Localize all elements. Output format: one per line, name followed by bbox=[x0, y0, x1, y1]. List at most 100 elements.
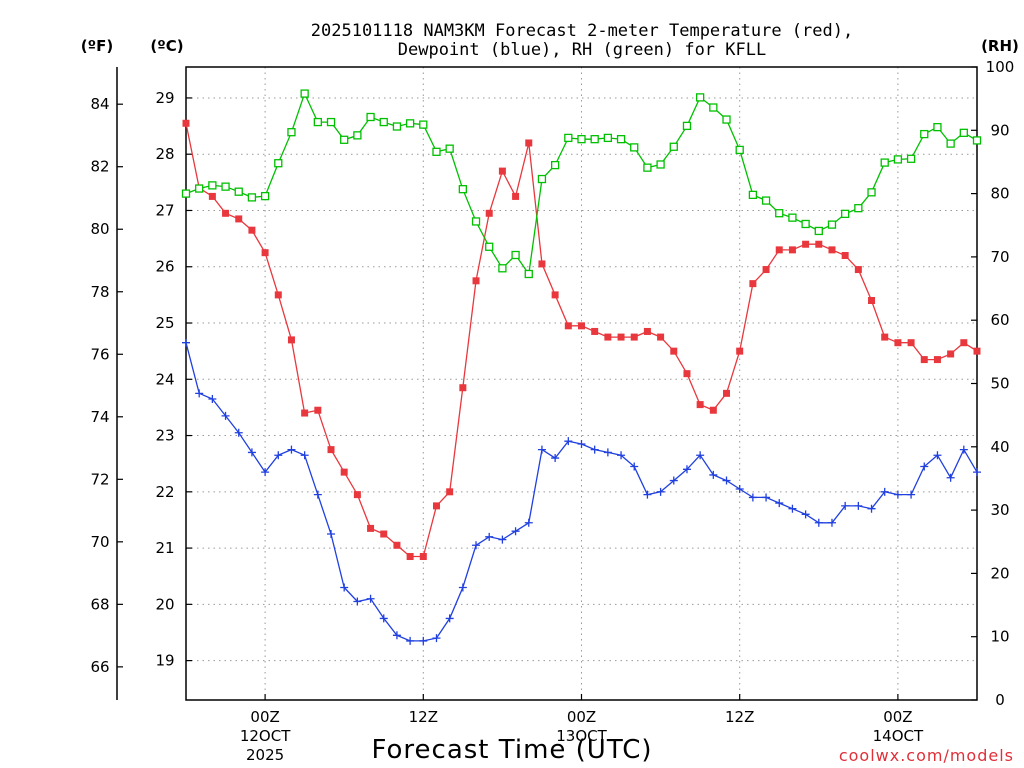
rh-point bbox=[221, 182, 230, 191]
temperature-point bbox=[894, 339, 902, 347]
fahrenheit-tick-label: 78 bbox=[90, 283, 109, 301]
temperature-point bbox=[868, 297, 876, 305]
rh-point bbox=[405, 119, 415, 128]
dewpoint-point bbox=[630, 462, 639, 471]
dewpoint-point bbox=[603, 448, 612, 457]
dewpoint-point bbox=[511, 527, 520, 536]
celsius-tick-label: 24 bbox=[155, 370, 174, 388]
rh-point bbox=[709, 103, 718, 112]
temperature-point bbox=[248, 226, 256, 234]
date-tick-label: 14OCT bbox=[873, 727, 924, 745]
rh-point bbox=[603, 133, 613, 143]
rh-point bbox=[735, 145, 744, 155]
dewpoint-point bbox=[419, 636, 428, 645]
rh-point bbox=[696, 93, 705, 102]
dewpoint-point bbox=[379, 614, 388, 623]
rh-point bbox=[274, 159, 283, 168]
temperature-point bbox=[274, 291, 282, 299]
temperature-point bbox=[182, 119, 190, 127]
dewpoint-point bbox=[208, 394, 217, 403]
rh-tick-label: 50 bbox=[990, 375, 1009, 393]
chart-title-line-2: Dewpoint (blue), RH (green) for KFLL bbox=[398, 40, 766, 60]
temperature-point bbox=[670, 347, 678, 355]
celsius-tick-label: 26 bbox=[155, 258, 174, 276]
temperature-point bbox=[222, 209, 230, 217]
temperature-point bbox=[261, 249, 269, 257]
dewpoint-point bbox=[946, 473, 955, 482]
rh-point bbox=[511, 250, 520, 260]
rh-point bbox=[458, 185, 468, 194]
rh-point bbox=[616, 135, 626, 144]
temperature-point bbox=[551, 291, 559, 299]
dewpoint-point bbox=[709, 470, 718, 479]
rh-tick-label: 90 bbox=[990, 121, 1009, 139]
rh-point bbox=[313, 117, 322, 127]
celsius-tick-label: 19 bbox=[155, 652, 174, 670]
dewpoint-point bbox=[748, 493, 757, 502]
dewpoint-point bbox=[195, 389, 204, 398]
fahrenheit-tick-label: 70 bbox=[90, 533, 109, 551]
dewpoint-point bbox=[814, 518, 823, 527]
rh-point bbox=[181, 189, 191, 198]
dewpoint-point bbox=[867, 504, 876, 513]
dewpoint-point bbox=[182, 338, 190, 347]
rh-point bbox=[379, 117, 388, 127]
temperature-point bbox=[643, 327, 651, 335]
rh-point bbox=[577, 135, 586, 144]
rh-tick-label: 10 bbox=[990, 628, 1009, 646]
temperature-point bbox=[472, 277, 480, 285]
fahrenheit-tick-label: 68 bbox=[90, 595, 109, 613]
dewpoint-point bbox=[445, 614, 454, 623]
temperature-point bbox=[406, 553, 414, 561]
temperature-point bbox=[512, 192, 520, 200]
fahrenheit-tick-label: 80 bbox=[90, 220, 109, 238]
dewpoint-point bbox=[485, 532, 494, 541]
dewpoint-point bbox=[274, 451, 283, 460]
dewpoint-point bbox=[907, 490, 916, 499]
dewpoint-point bbox=[221, 411, 230, 420]
temperature-point bbox=[301, 409, 309, 417]
dewpoint-point bbox=[920, 462, 929, 471]
rh-point bbox=[643, 163, 652, 172]
rh-point bbox=[234, 187, 243, 196]
rh-point bbox=[880, 158, 889, 167]
rh-point bbox=[550, 160, 560, 170]
temperature-point bbox=[446, 488, 454, 496]
rh-point bbox=[906, 154, 916, 163]
rh-point bbox=[287, 128, 296, 137]
fahrenheit-axis-unit: (ºF) bbox=[81, 37, 113, 55]
series-layer bbox=[181, 89, 982, 645]
rh-tick-label: 60 bbox=[990, 311, 1009, 329]
rh-point bbox=[959, 128, 968, 137]
temperature-point bbox=[815, 240, 823, 248]
rh-point bbox=[537, 174, 547, 184]
rh-point bbox=[353, 131, 362, 140]
rh-point bbox=[775, 209, 784, 218]
dewpoint-point bbox=[682, 465, 691, 474]
rh-point bbox=[524, 269, 533, 279]
dewpoint-point bbox=[406, 636, 415, 645]
dewpoint-point bbox=[300, 451, 309, 460]
dewpoint-point bbox=[669, 476, 678, 485]
temperature-point bbox=[498, 167, 506, 175]
dewpoint-point bbox=[458, 583, 467, 592]
rh-point bbox=[669, 142, 678, 151]
rh-point bbox=[946, 139, 955, 148]
time-tick-label: 00Z bbox=[567, 708, 596, 726]
fahrenheit-tick-label: 76 bbox=[90, 345, 109, 363]
celsius-axis: 19 20 21 22 23 24 25 26 27 28 29 bbox=[155, 89, 192, 670]
temperature-point bbox=[367, 524, 375, 532]
fahrenheit-tick-label: 74 bbox=[90, 408, 109, 426]
dewpoint-point bbox=[643, 490, 652, 499]
dewpoint-point bbox=[327, 530, 336, 539]
rh-point bbox=[260, 191, 270, 201]
rh-point bbox=[326, 117, 336, 127]
temperature-point bbox=[525, 139, 533, 147]
rh-point bbox=[498, 264, 507, 273]
temperature-point bbox=[604, 333, 612, 341]
dewpoint-point bbox=[577, 439, 586, 448]
rh-point bbox=[933, 122, 942, 132]
dewpoint-point bbox=[392, 631, 401, 640]
temperature-point bbox=[617, 333, 625, 341]
